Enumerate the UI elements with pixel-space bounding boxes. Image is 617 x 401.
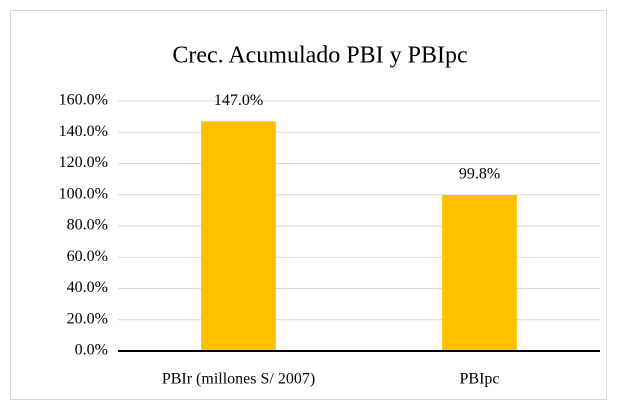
y-tick-label: 80.0%: [67, 217, 108, 234]
y-tick-label: 60.0%: [67, 248, 108, 265]
y-tick-label: 0.0%: [75, 342, 108, 359]
y-tick-label: 40.0%: [67, 279, 108, 296]
x-tick-label: PBIpc: [460, 371, 500, 388]
x-tick-label: PBIr (millones S/ 2007): [162, 371, 315, 388]
y-tick-label: 160.0%: [59, 92, 108, 109]
y-tick-label: 20.0%: [67, 310, 108, 327]
data-label: 99.8%: [459, 166, 500, 183]
y-tick-label: 120.0%: [59, 154, 108, 171]
bar: [201, 121, 276, 351]
data-label: 147.0%: [214, 92, 263, 109]
y-tick-label: 100.0%: [59, 185, 108, 202]
y-tick-label: 140.0%: [59, 123, 108, 140]
chart-title: Crec. Acumulado PBI y PBIpc: [172, 43, 467, 69]
bar: [442, 195, 517, 351]
